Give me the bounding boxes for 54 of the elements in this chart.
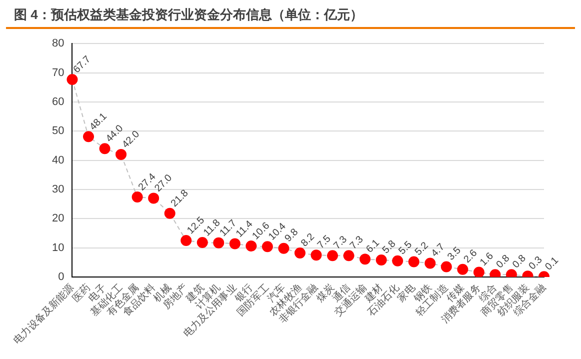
data-label: 5.5 bbox=[396, 239, 415, 257]
data-label: 7.3 bbox=[332, 234, 350, 252]
data-label: 0.8 bbox=[494, 252, 512, 271]
y-tick-label: 40 bbox=[52, 154, 64, 166]
point bbox=[457, 264, 468, 275]
point bbox=[116, 148, 127, 160]
point bbox=[424, 258, 436, 269]
data-label: 0.8 bbox=[510, 252, 529, 271]
y-tick-label: 50 bbox=[52, 125, 64, 138]
point bbox=[360, 254, 371, 265]
y-tick-label: 60 bbox=[52, 96, 64, 108]
data-label: 48.1 bbox=[88, 110, 110, 133]
point bbox=[392, 255, 404, 266]
point bbox=[180, 234, 192, 246]
point bbox=[473, 266, 484, 277]
point bbox=[164, 208, 176, 219]
data-label: 0.3 bbox=[527, 254, 545, 272]
point bbox=[148, 192, 160, 204]
point bbox=[213, 237, 224, 248]
y-tick-label: 10 bbox=[52, 242, 64, 254]
point bbox=[294, 248, 306, 259]
point bbox=[408, 256, 420, 268]
point bbox=[132, 192, 143, 203]
data-label: 4.7 bbox=[429, 241, 448, 260]
point bbox=[262, 241, 273, 252]
data-label: 7.5 bbox=[316, 233, 334, 252]
y-tick-label: 20 bbox=[52, 212, 64, 225]
point bbox=[440, 261, 452, 272]
data-label: 5.2 bbox=[413, 240, 432, 258]
y-tick-label: 30 bbox=[52, 183, 64, 196]
point bbox=[343, 250, 354, 262]
data-label: 3.5 bbox=[446, 244, 464, 263]
point bbox=[83, 131, 94, 142]
point bbox=[99, 143, 110, 154]
point bbox=[196, 237, 208, 248]
chart-title: 图 4：预估权益类基金投资行业资金分布信息（单位：亿元） bbox=[13, 6, 364, 24]
data-label: 6.1 bbox=[364, 237, 382, 256]
y-tick-label: 80 bbox=[52, 38, 64, 50]
y-tick-label: 0 bbox=[58, 270, 64, 283]
data-label: 7.3 bbox=[348, 234, 366, 252]
point bbox=[246, 240, 257, 252]
data-label: 9.8 bbox=[283, 226, 301, 244]
point bbox=[310, 250, 322, 261]
point bbox=[278, 242, 290, 254]
data-label: 0.1 bbox=[543, 254, 562, 273]
data-label: 5.8 bbox=[380, 238, 399, 256]
data-label: 1.6 bbox=[478, 250, 496, 268]
data-label: 8.2 bbox=[299, 231, 318, 250]
point bbox=[229, 238, 240, 250]
data-label: 2.6 bbox=[462, 248, 480, 266]
point bbox=[66, 74, 78, 85]
y-tick-label: 70 bbox=[52, 66, 64, 79]
point bbox=[376, 254, 387, 266]
point bbox=[327, 250, 338, 262]
